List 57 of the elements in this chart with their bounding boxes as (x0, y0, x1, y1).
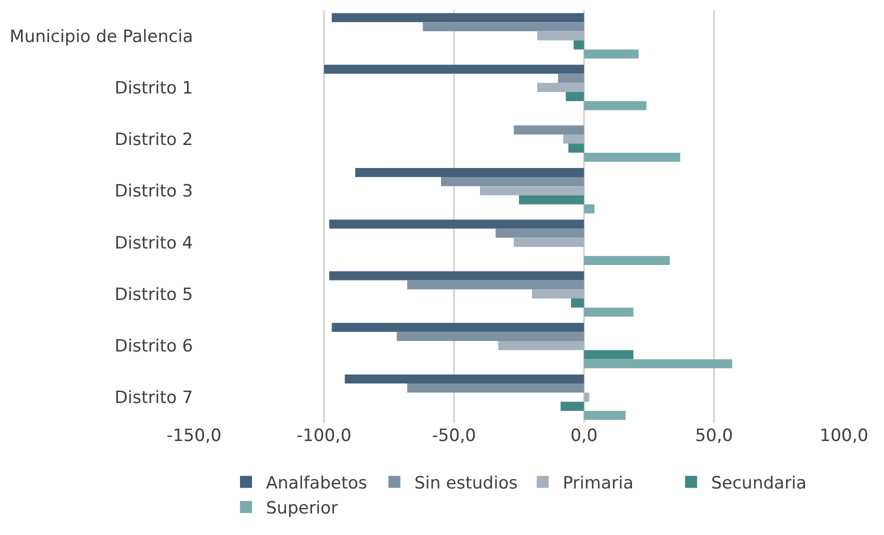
bar (496, 228, 584, 238)
x-tick-label: -50,0 (432, 426, 476, 446)
bar (332, 13, 584, 22)
bar (329, 220, 584, 229)
x-tick-label: -100,0 (296, 426, 352, 446)
bar (584, 49, 639, 59)
bar (344, 374, 584, 384)
legend-label: Analfabetos (266, 473, 368, 494)
bar (537, 82, 584, 92)
bar (532, 289, 584, 298)
y-tick-label: Distrito 4 (114, 233, 193, 254)
legend-label: Superior (266, 498, 338, 519)
bar (584, 308, 634, 317)
bar (574, 40, 584, 50)
bar (514, 125, 584, 135)
bar (568, 144, 584, 153)
bar (560, 402, 584, 411)
bar (407, 280, 584, 290)
bar (498, 341, 584, 350)
bar (422, 22, 584, 32)
bar (329, 271, 584, 280)
bar (584, 204, 594, 214)
bar (332, 322, 584, 332)
y-tick-label: Distrito 5 (114, 284, 193, 305)
y-tick-label: Distrito 1 (114, 78, 193, 98)
bar (480, 186, 584, 196)
bar (396, 332, 584, 342)
legend-label: Sin estudios (414, 473, 518, 494)
bar (519, 195, 584, 204)
bar (563, 134, 584, 144)
bar (324, 64, 584, 74)
bar (514, 238, 584, 247)
bar (584, 256, 670, 266)
bar (558, 74, 584, 83)
x-tick-label: 100,0 (820, 426, 868, 446)
x-tick-label: 0,0 (570, 426, 598, 446)
bar (407, 384, 584, 393)
y-tick-label: Distrito 3 (114, 182, 193, 202)
bar (537, 31, 584, 40)
legend-label: Secundaria (711, 473, 807, 494)
x-tick-label: -150,0 (166, 426, 222, 446)
y-tick-label: Distrito 6 (114, 336, 193, 357)
y-tick-label: Distrito 2 (114, 130, 193, 150)
bar (441, 177, 584, 186)
bar (584, 350, 634, 360)
legend-label: Primaria (562, 473, 634, 494)
bar (584, 359, 732, 368)
bar (584, 392, 590, 402)
bar (584, 152, 680, 162)
y-tick-label: Municipio de Palencia (10, 26, 193, 47)
bar (584, 101, 646, 110)
y-tick-label: Distrito 7 (114, 388, 193, 408)
bar (571, 298, 584, 308)
bar (355, 168, 584, 178)
bar (566, 92, 584, 102)
x-tick-label: 50,0 (695, 426, 733, 446)
bar (584, 410, 626, 420)
